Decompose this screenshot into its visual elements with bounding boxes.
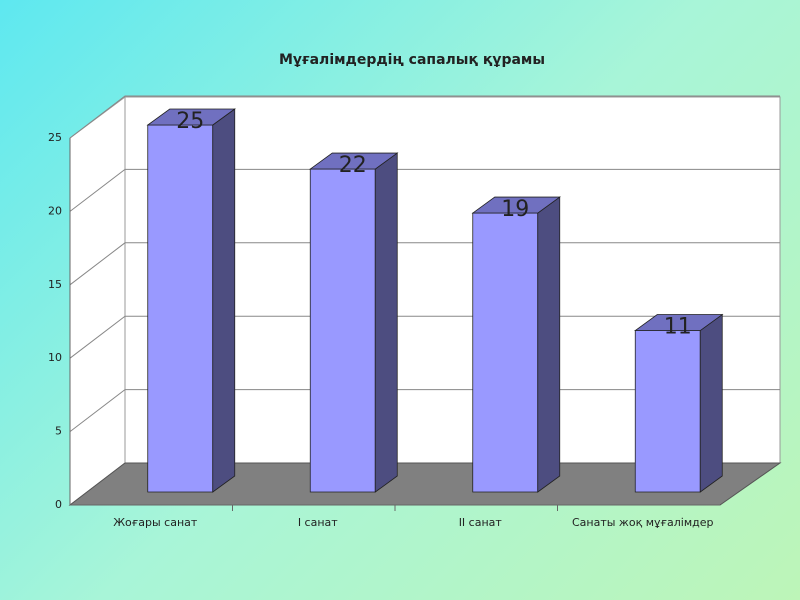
value-label: 19 [501, 197, 529, 222]
grid-line [69, 95, 780, 139]
bar-front [309, 168, 376, 493]
left-wall [69, 96, 126, 507]
y-tick-label: 5 [55, 425, 62, 438]
bar-top [634, 314, 724, 331]
x-tick-label: II санат [459, 516, 503, 529]
y-tick-label: 20 [48, 204, 62, 217]
value-label: 22 [339, 153, 367, 178]
bar-front [472, 212, 539, 493]
grid-line [69, 315, 780, 359]
y-tick-label: 0 [55, 498, 62, 511]
bar-side [374, 152, 398, 493]
bar-side [212, 108, 236, 493]
bar [634, 313, 724, 493]
grid-line [69, 242, 780, 286]
bar-top [471, 196, 561, 214]
x-tick-label: I санат [298, 516, 338, 529]
bar-side [537, 196, 561, 493]
bar [471, 196, 561, 493]
chart-title: Мұғалімдердің сапалық құрамы [279, 52, 545, 68]
bar-side [699, 313, 723, 493]
bar-top [146, 108, 236, 126]
y-tick-label: 10 [48, 351, 62, 364]
grid-line [69, 389, 780, 432]
y-tick-label: 25 [48, 131, 62, 144]
x-tick-label: Жоғары санат [113, 516, 198, 529]
grid-line [69, 168, 780, 212]
value-label: 11 [664, 315, 692, 340]
bar [309, 152, 399, 493]
x-tick-label: Санаты жоқ мұғалімдер [572, 516, 714, 529]
value-label: 25 [176, 109, 204, 134]
bar-front [634, 330, 701, 493]
bar-top [309, 152, 399, 170]
bar [146, 108, 236, 493]
y-tick-label: 15 [48, 278, 62, 291]
bar-front [147, 124, 214, 493]
